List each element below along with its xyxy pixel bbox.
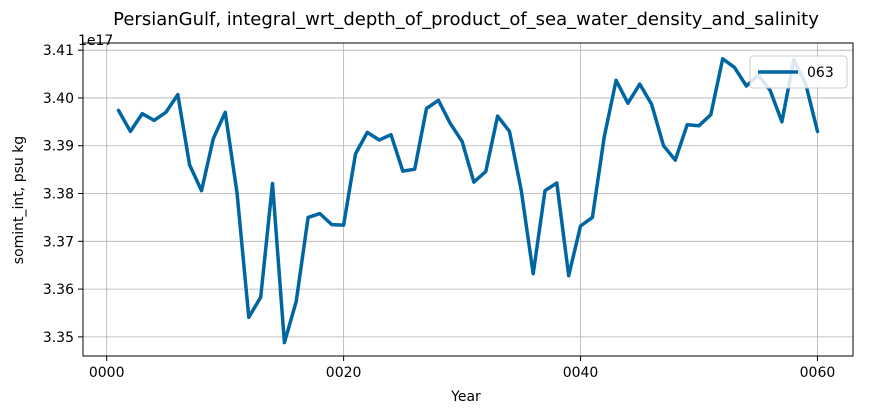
data-point (413, 167, 417, 171)
data-point (318, 212, 322, 216)
data-point (662, 144, 665, 148)
y-tick-label: 3.39 (43, 139, 74, 155)
data-point (377, 138, 381, 142)
data-point (448, 121, 452, 125)
data-point (519, 189, 523, 193)
data-point (235, 191, 239, 195)
x-tick-label: 0060 (800, 365, 836, 381)
data-point (638, 82, 642, 86)
data-point (330, 223, 334, 227)
data-point (389, 133, 393, 137)
data-point (816, 129, 819, 133)
data-point (282, 341, 286, 345)
data-point (673, 158, 677, 162)
data-point (401, 169, 405, 173)
data-point (579, 224, 582, 228)
data-point (342, 223, 346, 227)
data-point (602, 135, 606, 139)
axis-ticks: 0000 0020 0040 0060 3.35 3.36 3.37 3.38 3.39 3.40… (43, 43, 835, 381)
data-point (460, 139, 464, 143)
data-point (128, 129, 132, 133)
legend: 063 (749, 55, 848, 89)
data-point (685, 123, 689, 127)
data-point (721, 57, 725, 61)
y-tick-label: 3.35 (43, 330, 74, 346)
data-point (223, 110, 227, 114)
x-tick-label: 0040 (563, 365, 599, 381)
y-tick-label: 3.37 (43, 234, 74, 250)
y-tick-label: 3.36 (43, 282, 74, 298)
data-point (271, 182, 274, 185)
y-axis-offset-label: 1e17 (78, 33, 113, 49)
data-point (436, 98, 440, 102)
data-point (709, 113, 713, 117)
data-point (650, 102, 654, 106)
data-point (176, 93, 180, 97)
data-point (200, 189, 203, 193)
data-point (697, 124, 701, 128)
data-point (733, 65, 736, 69)
data-point (626, 101, 630, 105)
plot-area-frame (82, 42, 854, 357)
data-point (211, 137, 215, 141)
data-point (259, 295, 263, 299)
data-point (543, 189, 547, 193)
legend-box (749, 55, 848, 89)
series-line-063 (116, 57, 820, 345)
data-point (496, 114, 500, 118)
data-point (188, 163, 192, 167)
chart-title: PersianGulf, integral_wrt_depth_of_produ… (113, 9, 819, 30)
x-tick-label: 0000 (89, 365, 125, 381)
data-point (294, 300, 298, 303)
y-tick-label: 3.41 (43, 43, 74, 59)
data-point (354, 152, 357, 156)
data-point (365, 130, 369, 134)
y-tick-label: 3.38 (43, 187, 74, 203)
data-point (744, 84, 748, 88)
data-point (508, 129, 511, 133)
x-axis-label: Year (450, 389, 481, 405)
data-point (140, 112, 144, 116)
x-tick-label: 0020 (326, 365, 362, 381)
data-point (567, 274, 571, 278)
data-point (614, 78, 618, 82)
data-point (117, 108, 120, 112)
data-point (247, 315, 251, 319)
data-point (531, 272, 535, 276)
data-point (590, 215, 594, 219)
data-point (164, 110, 168, 114)
data-point (425, 107, 428, 110)
data-point (484, 170, 488, 173)
y-tick-label: 3.40 (43, 91, 74, 107)
data-point (472, 180, 476, 184)
data-point (768, 88, 772, 92)
y-axis-label: somint_int, psu kg (11, 136, 27, 264)
data-point (555, 181, 559, 185)
gridlines (83, 43, 853, 356)
legend-label-063: 063 (807, 65, 834, 81)
data-point (780, 120, 784, 124)
data-point (152, 118, 156, 122)
data-point (306, 215, 310, 219)
